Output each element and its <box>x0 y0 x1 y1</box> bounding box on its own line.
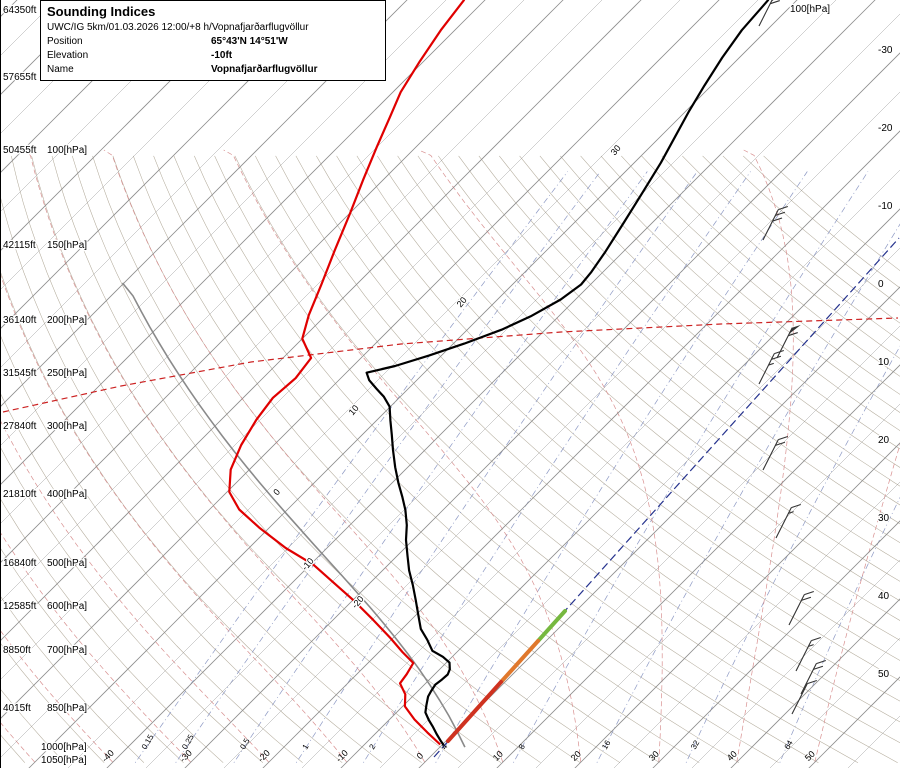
svg-text:64350ft: 64350ft <box>3 5 37 16</box>
svg-text:0.5: 0.5 <box>238 736 252 751</box>
svg-text:10: 10 <box>491 749 505 763</box>
svg-text:16840ft: 16840ft <box>3 558 37 569</box>
svg-text:8: 8 <box>517 742 527 751</box>
svg-text:100[hPa]: 100[hPa] <box>790 4 830 15</box>
svg-text:0: 0 <box>415 751 426 762</box>
svg-text:4: 4 <box>439 742 449 751</box>
hodograph-trace <box>446 609 567 743</box>
svg-text:36140ft: 36140ft <box>3 315 37 326</box>
name-value: Vopnafjarðarflugvöllur <box>211 64 318 75</box>
svg-text:2: 2 <box>367 742 377 751</box>
svg-text:0: 0 <box>878 279 884 290</box>
svg-text:4015ft: 4015ft <box>3 703 31 714</box>
temperature-curve <box>365 0 770 746</box>
parcel-ascent-curve <box>121 282 466 748</box>
svg-text:20: 20 <box>878 435 890 446</box>
svg-text:1: 1 <box>301 742 311 751</box>
svg-text:16: 16 <box>600 738 613 751</box>
svg-text:57655ft: 57655ft <box>3 72 37 83</box>
wind-barbs <box>758 0 826 715</box>
svg-text:50: 50 <box>878 669 890 680</box>
svg-text:1050[hPa]: 1050[hPa] <box>41 755 87 766</box>
sounding-indices-panel: Sounding Indices UWC/IG 5km/01.03.2026 1… <box>40 0 386 81</box>
name-row: Name Vopnafjarðarflugvöllur <box>47 64 379 75</box>
svg-text:40: 40 <box>878 591 890 602</box>
svg-text:-10: -10 <box>878 201 893 212</box>
svg-text:-20: -20 <box>350 594 366 610</box>
svg-text:12585ft: 12585ft <box>3 601 37 612</box>
svg-text:-20: -20 <box>878 123 893 134</box>
svg-text:250[hPa]: 250[hPa] <box>47 368 87 379</box>
svg-text:8850ft: 8850ft <box>3 645 31 656</box>
svg-text:500[hPa]: 500[hPa] <box>47 558 87 569</box>
svg-text:42115ft: 42115ft <box>3 240 36 251</box>
svg-text:300[hPa]: 300[hPa] <box>47 421 87 432</box>
svg-text:600[hPa]: 600[hPa] <box>47 601 87 612</box>
mixing-ratio-lines <box>134 171 900 763</box>
svg-text:0.15: 0.15 <box>140 733 156 751</box>
tropopause-line <box>2 317 899 413</box>
hodograph-axis-line <box>433 237 900 758</box>
svg-text:100[hPa]: 100[hPa] <box>47 145 87 156</box>
model-run-line: UWC/IG 5km/01.03.2026 12:00/+8 h/Vopnafj… <box>47 22 309 33</box>
svg-text:31545ft: 31545ft <box>3 368 37 379</box>
svg-text:32: 32 <box>689 738 702 751</box>
svg-text:-30: -30 <box>878 45 893 56</box>
position-row: Position 65°43'N 14°51'W <box>47 36 379 47</box>
position-label: Position <box>47 36 83 47</box>
svg-text:0: 0 <box>271 487 282 497</box>
svg-text:10: 10 <box>878 357 890 368</box>
svg-text:20: 20 <box>455 295 469 309</box>
svg-text:64: 64 <box>783 738 796 751</box>
svg-text:10: 10 <box>347 403 361 417</box>
svg-text:21810ft: 21810ft <box>3 489 37 500</box>
axis-labels: 64350ft 57655ft 50455ft 100[hPa] 42115ft 150[… <box>2 3 894 768</box>
svg-text:30: 30 <box>609 143 623 157</box>
elevation-label: Elevation <box>47 50 89 61</box>
elevation-row: Elevation -10ft <box>47 50 379 61</box>
svg-text:1000[hPa]: 1000[hPa] <box>41 742 87 753</box>
elevation-value: -10ft <box>211 50 233 61</box>
svg-text:27840ft: 27840ft <box>3 421 37 432</box>
panel-title: Sounding Indices <box>47 4 156 19</box>
svg-text:150[hPa]: 150[hPa] <box>47 240 87 251</box>
dewpoint-curve <box>228 0 466 746</box>
svg-text:400[hPa]: 400[hPa] <box>47 489 87 500</box>
position-value: 65°43'N 14°51'W <box>211 36 288 47</box>
dry-adiabat-lines <box>1 155 900 763</box>
svg-text:50455ft: 50455ft <box>3 145 37 156</box>
svg-text:200[hPa]: 200[hPa] <box>47 315 87 326</box>
svg-text:30: 30 <box>878 513 890 524</box>
svg-text:700[hPa]: 700[hPa] <box>47 645 87 656</box>
name-label: Name <box>47 64 74 75</box>
svg-text:850[hPa]: 850[hPa] <box>47 703 87 714</box>
